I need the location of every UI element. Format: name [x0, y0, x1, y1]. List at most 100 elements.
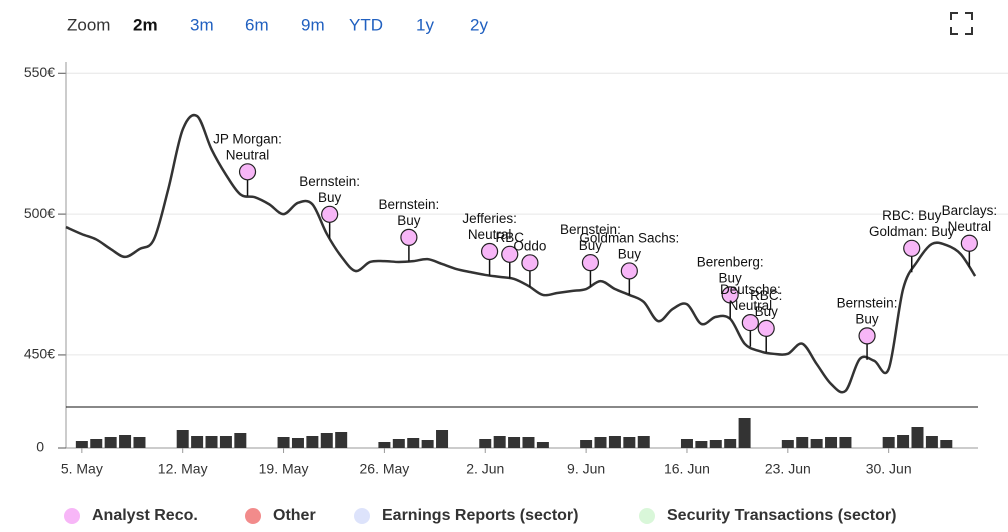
flag-marker — [741, 313, 759, 332]
volume-bar — [306, 436, 319, 448]
volume-bar — [277, 437, 290, 448]
volume-bar — [911, 427, 924, 448]
volume-bar — [882, 437, 895, 448]
flag-marker — [721, 286, 739, 304]
analyst-flag[interactable]: Berenberg:Buy — [697, 254, 764, 319]
flag-label: RBC — [495, 230, 524, 245]
volume-bar — [536, 442, 549, 448]
flag-marker — [757, 319, 775, 337]
analyst-flag[interactable]: Bernstein:Buy — [299, 174, 360, 239]
analyst-flag[interactable]: Bernstein:Buy — [837, 295, 898, 360]
x-tick-label: 9. Jun — [567, 461, 605, 477]
zoom-option[interactable]: 2m — [133, 15, 158, 34]
zoom-option[interactable]: YTD — [349, 15, 383, 34]
y-tick-label: 0 — [36, 439, 44, 455]
volume-bar — [335, 432, 348, 448]
volume-bar — [522, 437, 535, 448]
zoom-option[interactable]: 3m — [190, 15, 214, 34]
zoom-option[interactable]: 1y — [416, 15, 434, 34]
zoom-option[interactable]: 6m — [245, 15, 269, 34]
flag-label: Buy — [855, 311, 879, 326]
analyst-flag[interactable]: Goldman Sachs:Buy — [579, 231, 679, 295]
volume-bar — [608, 436, 621, 448]
analyst-flag[interactable]: RBC:Buy — [750, 288, 782, 353]
volume-bar — [738, 418, 751, 448]
volume-bar — [421, 440, 434, 448]
legend-item[interactable]: Analyst Reco. — [64, 507, 198, 524]
flag-label: Buy — [618, 247, 642, 262]
volume-bar — [493, 436, 506, 448]
volume-bar — [219, 436, 232, 448]
analyst-flag[interactable]: Oddo — [513, 238, 546, 287]
x-tick-label: 26. May — [360, 461, 410, 477]
legend-swatch — [354, 508, 370, 524]
x-tick-label: 2. Jun — [466, 461, 504, 477]
volume-bar — [724, 439, 737, 448]
legend-item[interactable]: Security Transactions (sector) — [639, 507, 896, 524]
analyst-flag[interactable]: Bernstein:Buy — [379, 197, 440, 262]
volume-bar — [796, 437, 809, 448]
flag-marker — [521, 254, 539, 272]
volume-bar — [104, 437, 117, 448]
legend-swatch — [245, 508, 261, 524]
volume-bar — [594, 437, 607, 448]
x-tick-label: 5. May — [61, 461, 103, 477]
flag-marker — [620, 262, 638, 280]
zoom-option[interactable]: 2y — [470, 15, 488, 34]
fullscreen-icon — [950, 12, 973, 35]
volume-bar — [781, 440, 794, 448]
flag-label: Neutral — [729, 298, 773, 313]
volume-bar — [680, 439, 693, 448]
flag-label: Buy — [579, 238, 603, 253]
legend-item[interactable]: Earnings Reports (sector) — [354, 507, 578, 524]
volume-bar — [191, 436, 204, 448]
flag-label: RBC: — [750, 288, 782, 303]
volume-bar — [407, 438, 420, 448]
legend-swatch — [64, 508, 80, 524]
zoom-label: Zoom — [67, 15, 110, 34]
flag-label: Oddo — [513, 238, 546, 253]
x-tick-label: 16. Jun — [664, 461, 710, 477]
legend-swatch — [639, 508, 655, 524]
fullscreen-button[interactable] — [950, 12, 973, 35]
analyst-flag[interactable]: JP Morgan:Neutral — [213, 131, 282, 196]
flag-label: Jefferies: — [462, 211, 517, 226]
x-tick-label: 23. Jun — [765, 461, 811, 477]
volume-bar — [695, 441, 708, 448]
flag-label: Barclays: — [942, 203, 998, 218]
flag-marker — [581, 254, 600, 272]
flag-label: Neutral — [948, 219, 992, 234]
volume-bar — [709, 440, 722, 448]
legend-label: Analyst Reco. — [92, 507, 198, 524]
analyst-flag[interactable]: Deutsche:Neutral — [720, 282, 781, 347]
legend-item[interactable]: Other — [245, 507, 316, 524]
volume-bar — [623, 437, 636, 448]
volume-bar — [825, 437, 838, 448]
analyst-flag[interactable]: Jefferies:Neutral — [462, 211, 517, 276]
flag-marker — [960, 234, 978, 252]
zoom-option[interactable]: 9m — [301, 15, 325, 34]
analyst-flag[interactable]: Bernstein:Buy — [560, 222, 621, 287]
flag-marker — [400, 228, 418, 246]
volume-bar — [897, 435, 910, 448]
flag-label: Buy — [755, 304, 779, 319]
flag-label: Deutsche: — [720, 282, 781, 297]
volume-bar — [508, 437, 521, 448]
volume-bar — [839, 437, 852, 448]
volume-bar — [176, 430, 189, 448]
volume-bar — [925, 436, 938, 448]
flag-label: Neutral — [468, 227, 512, 242]
flag-marker — [238, 163, 257, 181]
volume-bar — [75, 441, 88, 448]
volume-bar — [234, 433, 247, 448]
volume-bar — [378, 442, 391, 448]
flag-marker — [480, 242, 499, 261]
legend-label: Security Transactions (sector) — [667, 507, 896, 524]
analyst-flag[interactable]: RBC — [495, 230, 524, 279]
legend-label: Other — [273, 507, 316, 524]
flag-label: Buy — [719, 270, 743, 285]
analyst-flag[interactable]: Barclays:Neutral — [942, 203, 998, 268]
flag-label: Bernstein: — [837, 295, 898, 310]
